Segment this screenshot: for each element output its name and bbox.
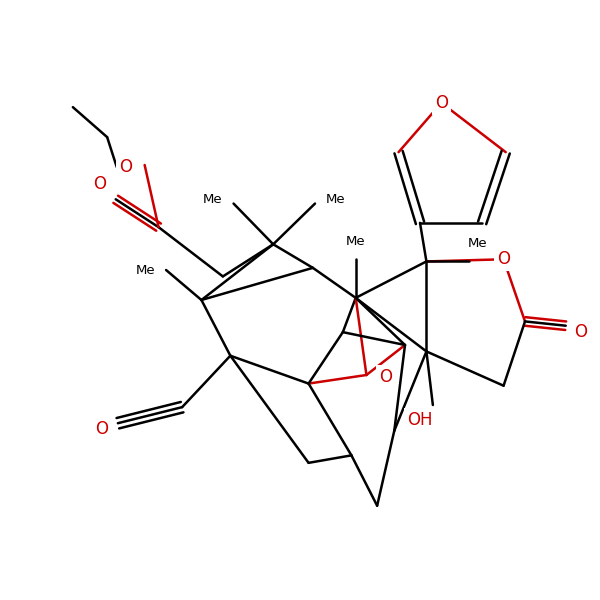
Text: O: O	[574, 323, 587, 341]
Text: Me: Me	[326, 193, 346, 206]
Text: O: O	[93, 175, 106, 193]
Text: O: O	[119, 158, 132, 176]
Text: O: O	[379, 368, 392, 386]
Text: O: O	[95, 419, 108, 437]
Text: Me: Me	[346, 235, 365, 248]
Text: Me: Me	[136, 263, 155, 277]
Text: O: O	[497, 250, 510, 268]
Text: Me: Me	[468, 237, 488, 250]
Text: OH: OH	[407, 411, 433, 429]
Text: Me: Me	[203, 193, 223, 206]
Text: O: O	[435, 94, 448, 112]
